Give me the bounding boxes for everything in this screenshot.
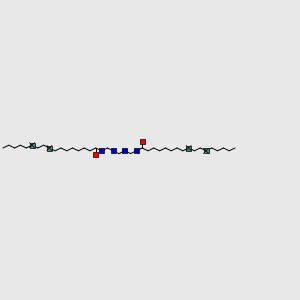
Bar (122, 148, 127, 153)
Bar (186, 146, 191, 151)
Bar (111, 148, 116, 153)
Bar (203, 148, 208, 153)
Bar (140, 139, 145, 144)
Bar (134, 148, 139, 153)
Bar (47, 146, 52, 151)
Bar (93, 152, 98, 157)
Bar (29, 143, 34, 148)
Bar (99, 148, 104, 153)
